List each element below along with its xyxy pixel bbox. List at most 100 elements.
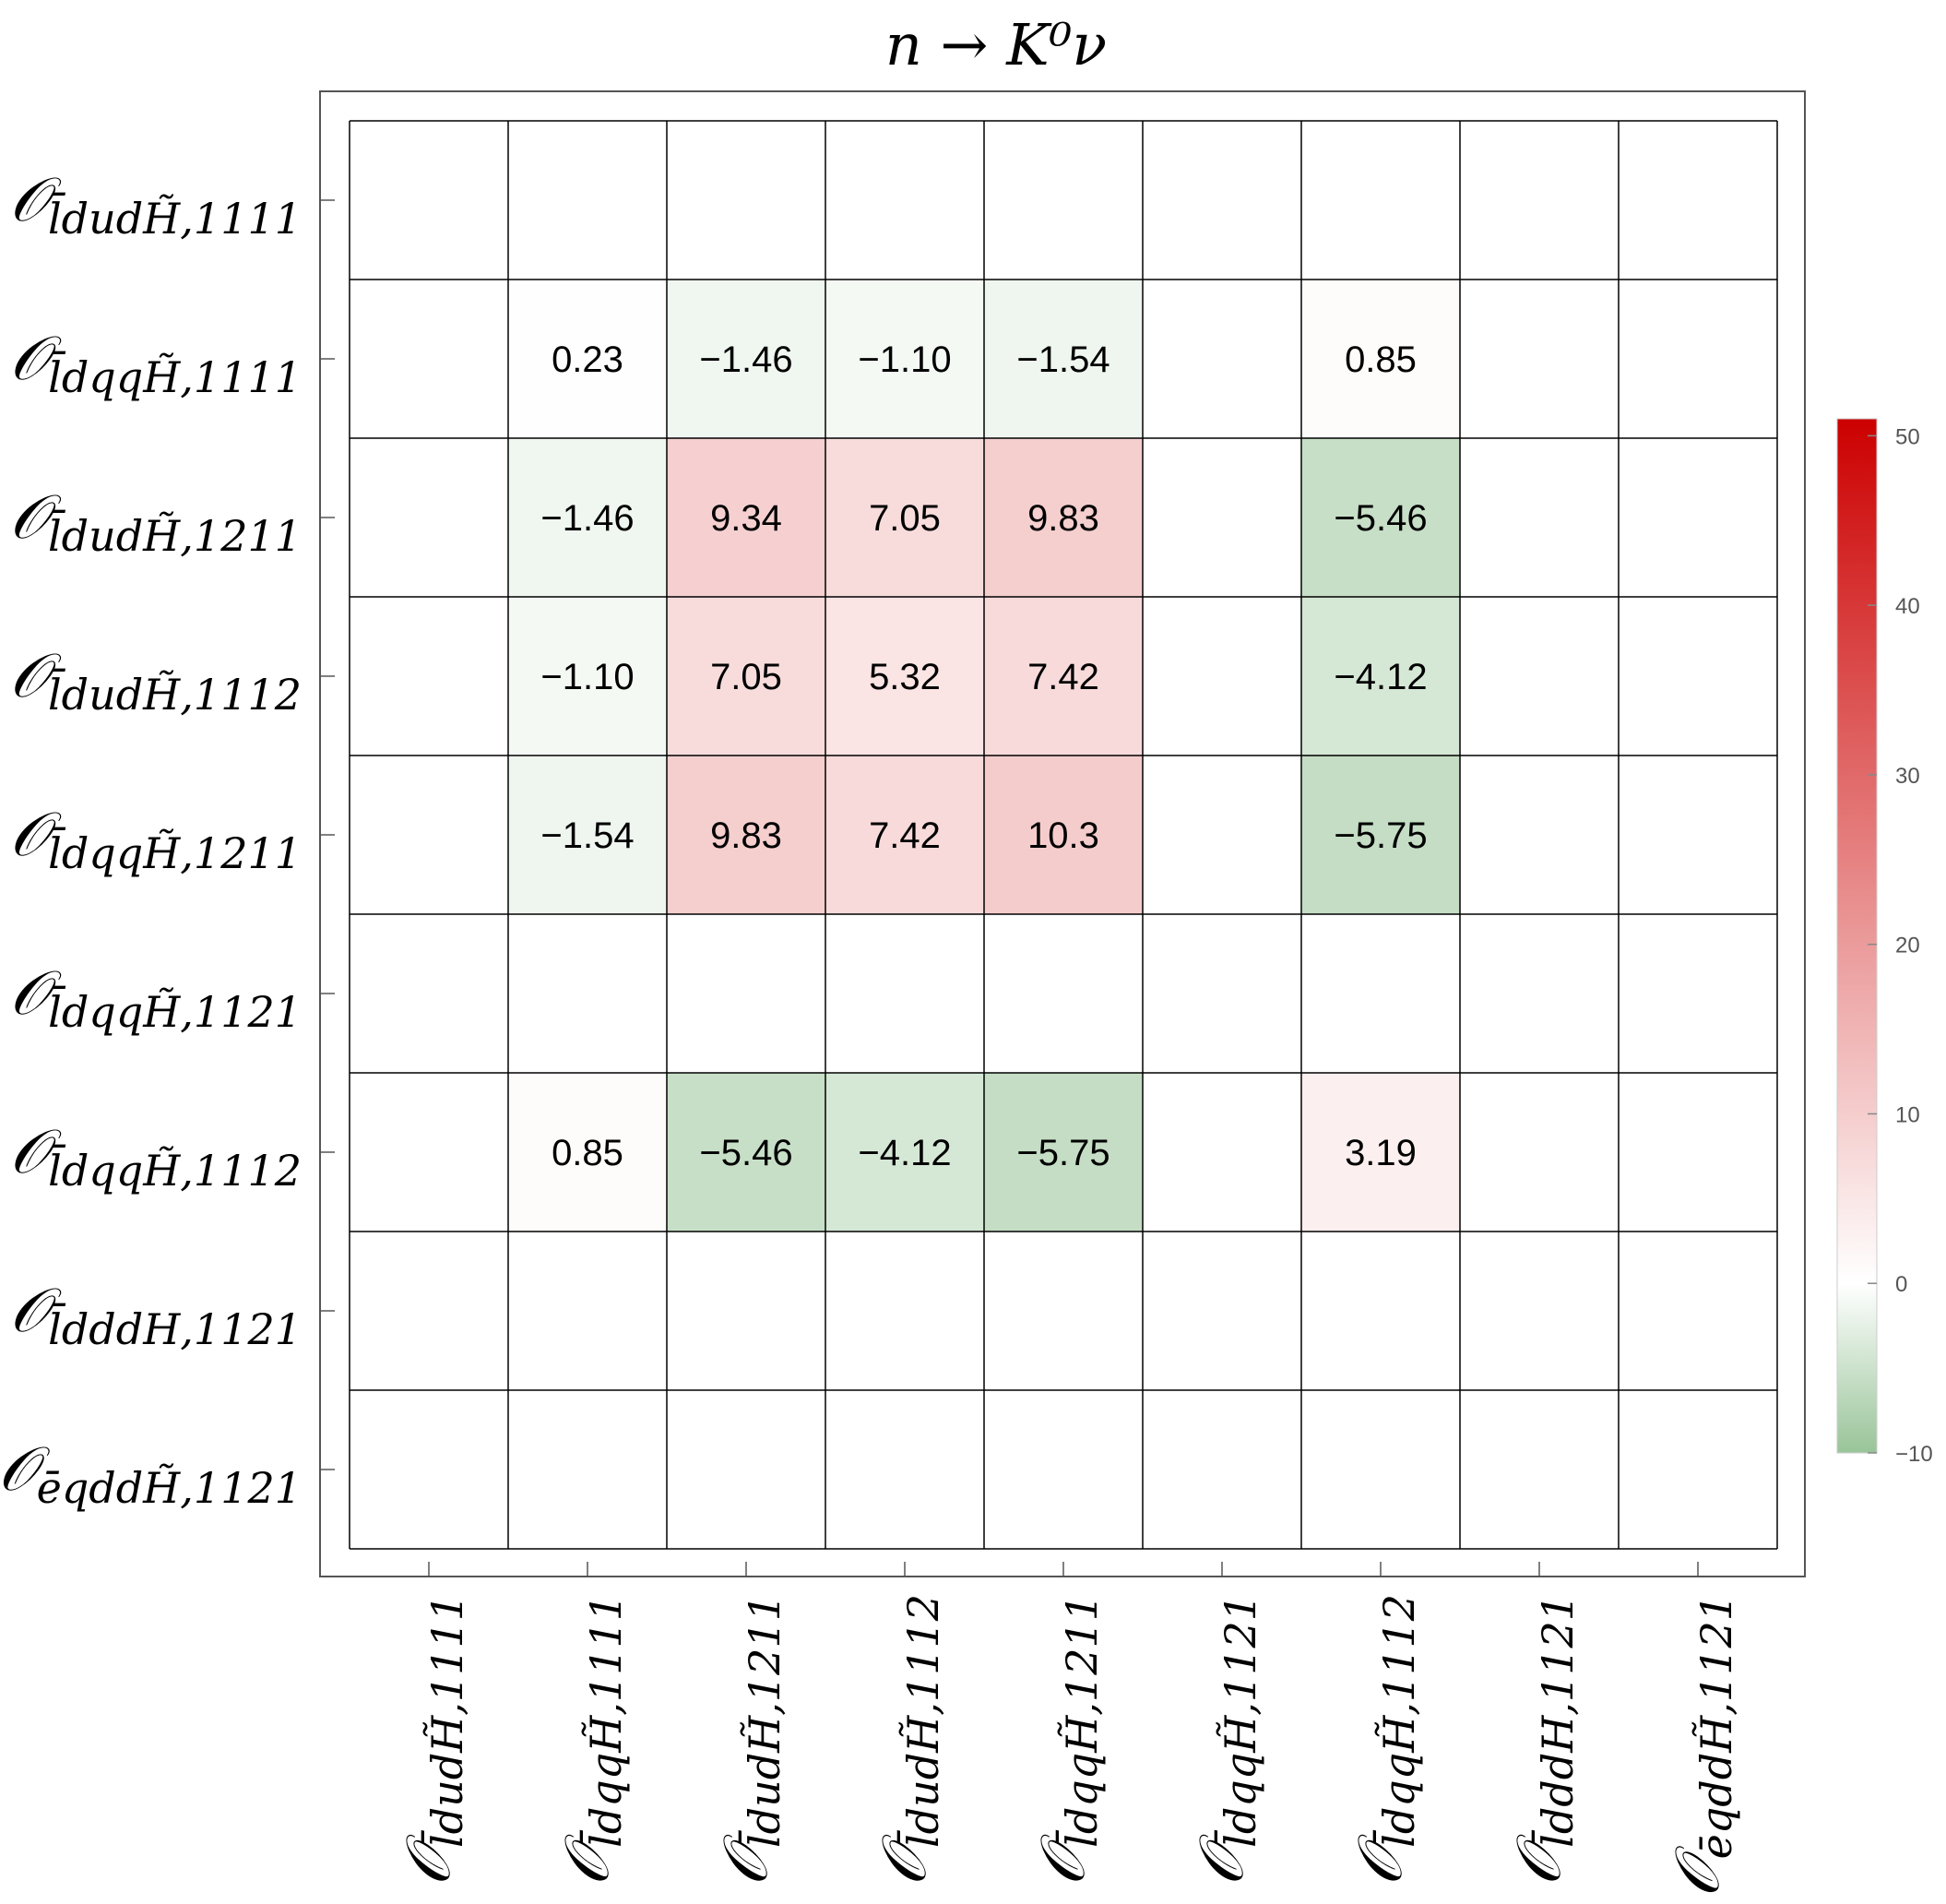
heatmap-cell <box>1619 1073 1777 1232</box>
heatmap-cell <box>1460 438 1619 597</box>
cell-value: 0.23 <box>552 339 623 380</box>
heatmap-cell <box>984 280 1143 438</box>
heatmap-cell <box>667 1232 825 1390</box>
heatmap-cell <box>667 756 825 914</box>
heatmap-cell <box>1619 1390 1777 1549</box>
heatmap-cell <box>1460 121 1619 280</box>
column-label: 𝒪l̄dqqH̃,1121 <box>1186 1594 1265 1886</box>
cell-value: −4.12 <box>1334 657 1427 697</box>
cell-value: 0.85 <box>552 1133 623 1173</box>
heatmap-cell <box>508 597 667 756</box>
cell-value: 0.85 <box>1345 339 1417 380</box>
heatmap-cell <box>350 1232 508 1390</box>
cell-value: 9.83 <box>710 815 782 856</box>
heatmap-cell <box>350 280 508 438</box>
heatmap-cell <box>350 914 508 1073</box>
heatmap-cell <box>1619 121 1777 280</box>
column-label: 𝒪l̄dudH̃,1112 <box>869 1594 948 1886</box>
colorbar: 50 40 30 20 10 0 −10 <box>1836 418 1933 1467</box>
cell-value: −5.75 <box>1334 815 1427 856</box>
heatmap-cell <box>508 1073 667 1232</box>
heatmap-cell <box>1143 280 1301 438</box>
heatmap-cell <box>984 1073 1143 1232</box>
heatmap-cell <box>1460 1390 1619 1549</box>
heatmap-cell <box>1619 1232 1777 1390</box>
heatmap-cell <box>1143 1390 1301 1549</box>
heatmap-cell <box>1619 280 1777 438</box>
cell-value: 7.05 <box>869 498 941 539</box>
heatmap-cell <box>825 914 984 1073</box>
cell-value: −1.10 <box>540 657 634 697</box>
colorbar-tick-label: 40 <box>1895 594 1920 619</box>
heatmap-cell <box>825 121 984 280</box>
heatmap-cell <box>825 280 984 438</box>
heatmap-cell <box>1619 597 1777 756</box>
heatmap-cell <box>667 121 825 280</box>
cell-value-labels: 0.23 −1.46 −1.10 −1.54 0.85 −1.46 9.34 7.05 9.83… <box>540 339 1427 1173</box>
heatmap-cell <box>1460 1232 1619 1390</box>
colorbar-tick-label: 50 <box>1895 424 1920 449</box>
heatmap-cell <box>1301 597 1460 756</box>
column-label: 𝒪l̄dqqH̃,1111 <box>552 1594 631 1886</box>
row-label: 𝒪l̄dddH,1121 <box>10 1275 302 1354</box>
heatmap-cell <box>1301 756 1460 914</box>
row-label: 𝒪l̄dudH̃,1111 <box>9 164 302 244</box>
heatmap-cell <box>1143 597 1301 756</box>
heatmap-cell <box>984 438 1143 597</box>
heatmap-cell <box>1143 438 1301 597</box>
heatmap-cell <box>350 438 508 597</box>
row-label: 𝒪l̄dqqH̃,1121 <box>10 958 302 1037</box>
heatmap-cell <box>350 597 508 756</box>
cell-value: 9.34 <box>710 498 782 539</box>
heatmap-cell <box>1460 280 1619 438</box>
heatmap-cell <box>825 756 984 914</box>
heatmap-cell <box>1301 438 1460 597</box>
cell-value: 7.42 <box>1027 657 1099 697</box>
heatmap-cell <box>1143 121 1301 280</box>
heatmap-cell <box>1301 1390 1460 1549</box>
heatmap-cell <box>508 914 667 1073</box>
heatmap-cell <box>984 597 1143 756</box>
heatmap-cell <box>984 756 1143 914</box>
heatmap-cell <box>667 438 825 597</box>
heatmap-cell <box>825 1073 984 1232</box>
row-label: 𝒪l̄dudH̃,1112 <box>9 640 302 720</box>
cell-value: −1.54 <box>540 815 634 856</box>
heatmap-cell <box>508 280 667 438</box>
column-axis: 𝒪l̄dudH̃,1111 𝒪l̄dqqH̃,1111 𝒪l̄dudH̃,1211 𝒪… <box>393 1562 1741 1898</box>
heatmap-cell <box>667 1073 825 1232</box>
cell-value: −5.75 <box>1016 1133 1109 1173</box>
heatmap-cell <box>508 1232 667 1390</box>
cell-value: 9.83 <box>1027 498 1099 539</box>
heatmap-cell <box>1143 756 1301 914</box>
heatmap-cell <box>350 756 508 914</box>
cell-value: 5.32 <box>869 657 941 697</box>
cell-value: 10.3 <box>1027 815 1099 856</box>
row-label: 𝒪l̄dqqH̃,1111 <box>10 323 302 402</box>
heatmap-cell <box>1619 756 1777 914</box>
heatmap-cell <box>1143 1073 1301 1232</box>
heatmap-cells <box>350 121 1777 1549</box>
row-label: 𝒪ēqddH̃,1121 <box>0 1434 302 1513</box>
colorbar-tick-label: 10 <box>1895 1102 1920 1127</box>
heatmap-cell <box>825 597 984 756</box>
grid-lines <box>349 120 1778 1550</box>
colorbar-gradient-bar <box>1836 418 1878 1454</box>
heatmap-cell <box>1143 914 1301 1073</box>
heatmap-cell <box>508 756 667 914</box>
row-label: 𝒪l̄dqqH̃,1211 <box>10 799 302 878</box>
heatmap-cell <box>1619 438 1777 597</box>
column-label: 𝒪l̄dudH̃,1111 <box>393 1594 472 1886</box>
cell-value: −1.10 <box>858 339 951 380</box>
heatmap-cell <box>350 1073 508 1232</box>
column-label: 𝒪l̄dqqH̃,1211 <box>1027 1594 1107 1886</box>
heatmap-cell <box>1460 756 1619 914</box>
heatmap-cell <box>350 121 508 280</box>
cell-value: 7.05 <box>710 657 782 697</box>
cell-value: −1.46 <box>540 498 634 539</box>
cell-value: −4.12 <box>858 1133 951 1173</box>
cell-value: 3.19 <box>1345 1133 1417 1173</box>
column-label: 𝒪l̄dddH,1121 <box>1503 1594 1583 1886</box>
colorbar-tick-label: −10 <box>1895 1442 1933 1467</box>
